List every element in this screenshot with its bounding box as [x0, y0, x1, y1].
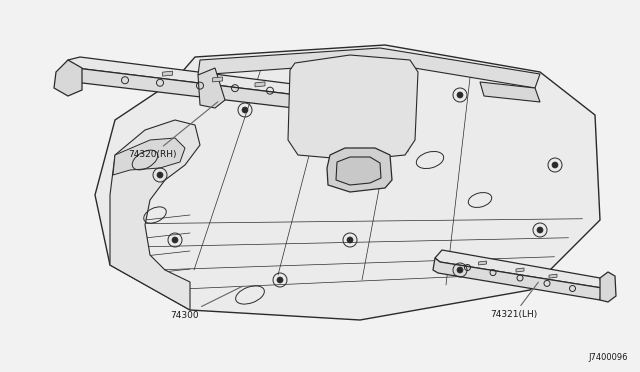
Ellipse shape [457, 92, 463, 98]
Polygon shape [95, 45, 600, 320]
Polygon shape [600, 272, 616, 302]
Polygon shape [113, 138, 185, 175]
Ellipse shape [157, 172, 163, 178]
Polygon shape [58, 68, 338, 113]
Polygon shape [212, 77, 223, 82]
Ellipse shape [552, 162, 558, 168]
Polygon shape [163, 71, 173, 76]
Polygon shape [479, 261, 486, 265]
Ellipse shape [277, 277, 283, 283]
Polygon shape [288, 55, 418, 160]
Polygon shape [255, 82, 265, 87]
Polygon shape [327, 148, 392, 192]
Polygon shape [198, 48, 540, 88]
Ellipse shape [347, 237, 353, 243]
Ellipse shape [537, 227, 543, 233]
Text: J7400096: J7400096 [589, 353, 628, 362]
Polygon shape [336, 157, 381, 185]
Text: 74321(LH): 74321(LH) [490, 282, 538, 320]
Polygon shape [110, 120, 200, 310]
Polygon shape [435, 250, 602, 288]
Ellipse shape [457, 267, 463, 273]
Polygon shape [54, 60, 82, 96]
Polygon shape [60, 57, 340, 100]
Polygon shape [480, 82, 540, 102]
Polygon shape [516, 268, 524, 272]
Polygon shape [549, 274, 557, 278]
Text: 74300: 74300 [170, 286, 243, 320]
Polygon shape [198, 68, 225, 108]
Text: 74320(RH): 74320(RH) [128, 102, 218, 160]
Ellipse shape [242, 107, 248, 113]
Polygon shape [433, 258, 602, 300]
Ellipse shape [172, 237, 178, 243]
